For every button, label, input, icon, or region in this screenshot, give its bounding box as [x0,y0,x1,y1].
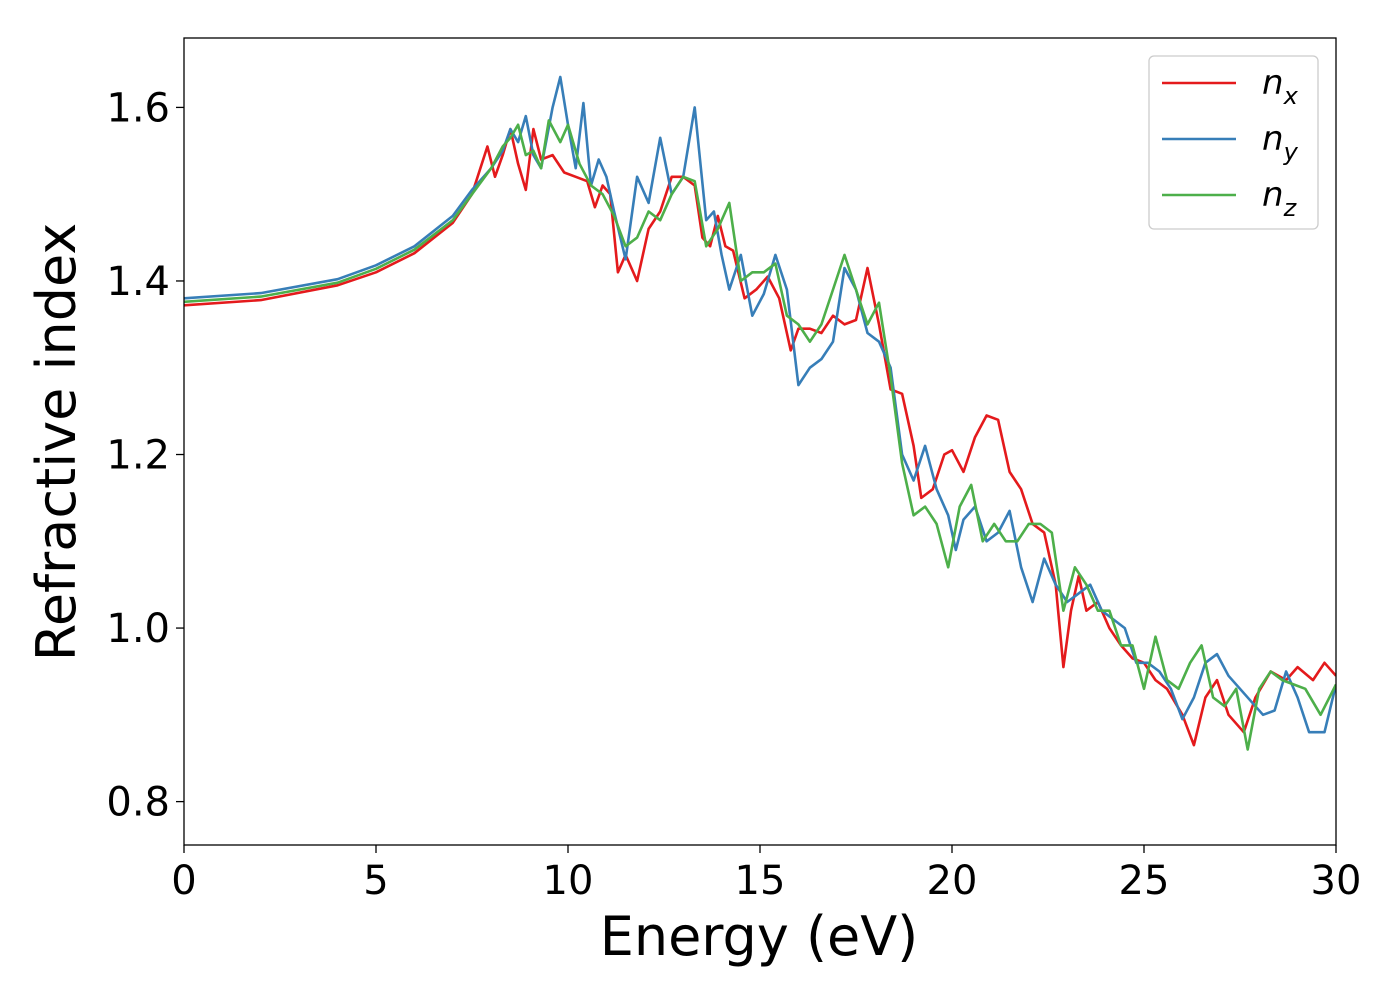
series-line-z [184,119,1336,751]
x-tick-label: 10 [543,858,594,904]
series-line-x [184,127,1336,747]
series-layer [184,75,1336,751]
y-axis-label: Refractive index [25,223,88,662]
y-tick-label: 1.0 [106,606,170,652]
y-tick-label: 0.8 [106,780,170,826]
series-line-y [184,75,1336,734]
legend-label-y: ny [1262,119,1299,166]
x-tick-label: 15 [735,858,786,904]
x-tick-label: 30 [1311,858,1362,904]
x-tick-label: 0 [171,858,196,904]
x-tick-label: 5 [363,858,388,904]
x-axis-label: Energy (eV) [600,905,919,968]
y-axis-ticks: 0.8 1.0 1.2 1.4 1.6 [106,85,184,826]
legend-box [1148,55,1319,230]
y-tick-label: 1.6 [106,85,170,131]
legend-label-x: nx [1262,63,1299,110]
x-tick-label: 25 [1119,858,1170,904]
y-tick-label: 1.4 [106,259,170,305]
x-axis-ticks: 0 5 10 15 20 25 30 [171,845,1361,904]
y-tick-label: 1.2 [106,433,170,479]
x-tick-label: 20 [927,858,978,904]
